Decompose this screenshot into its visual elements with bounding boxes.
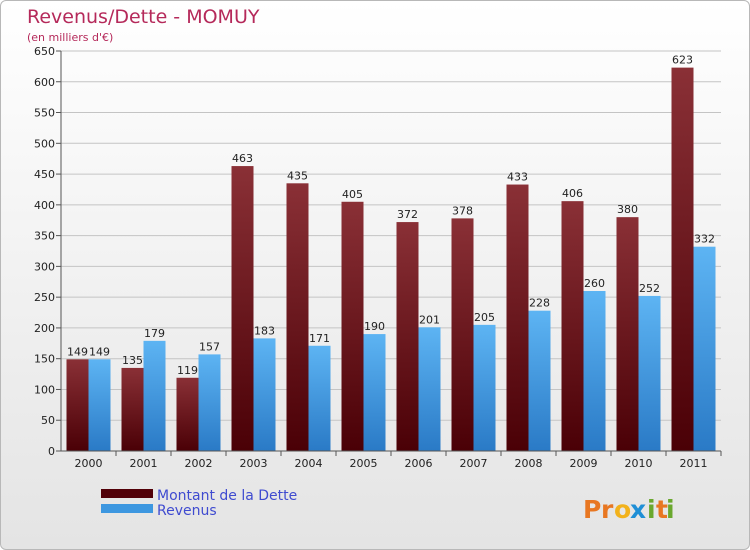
data-label-revenus-2009: 260 — [584, 277, 605, 290]
legend: Montant de la Dette Revenus — [101, 488, 297, 519]
data-label-revenus-2006: 201 — [419, 313, 440, 326]
y-tick-label: 450 — [34, 168, 55, 181]
bar-revenus-2006 — [418, 327, 441, 451]
y-tick-label: 50 — [41, 414, 55, 427]
x-tick-label: 2009 — [570, 457, 598, 470]
bar-dette-2006 — [396, 222, 419, 451]
logo-letter: P — [583, 495, 601, 524]
data-label-dette-2009: 406 — [562, 187, 583, 200]
logo-letter: t — [656, 495, 668, 524]
bar-dette-2002 — [176, 377, 199, 451]
data-label-dette-2000: 149 — [67, 345, 88, 358]
bar-revenus-2007 — [473, 324, 496, 451]
data-label-dette-2002: 119 — [177, 364, 198, 377]
bar-revenus-2001 — [143, 340, 166, 451]
y-tick-label: 500 — [34, 137, 55, 150]
data-label-revenus-2005: 190 — [364, 320, 385, 333]
x-tick-label: 2005 — [350, 457, 378, 470]
bar-dette-2007 — [451, 218, 474, 451]
y-tick-label: 650 — [34, 45, 55, 58]
x-axis: 2000 2001 2002 2003 2004 2005 2006 2007 2008 2009… — [61, 450, 722, 470]
y-tick-label: 550 — [34, 107, 55, 120]
data-label-dette-2008: 433 — [507, 171, 528, 184]
y-tick-label: 200 — [34, 322, 55, 335]
data-label-revenus-2011: 332 — [694, 233, 715, 246]
bar-revenus-2008 — [528, 310, 551, 451]
logo-letter: i — [647, 495, 656, 524]
bar-revenus-2003 — [253, 338, 276, 451]
logo-letter: x — [630, 495, 646, 524]
data-label-revenus-2003: 183 — [254, 324, 275, 337]
bar-dette-2009 — [561, 201, 584, 451]
data-label-dette-2004: 435 — [287, 169, 308, 182]
bar-dette-2000 — [66, 359, 89, 451]
logo-letter: o — [614, 495, 631, 524]
y-axis: 0 50 100 150 200 250 300 350 400 450 500 550 600 650 — [34, 45, 62, 458]
bar-revenus-2004 — [308, 345, 331, 451]
data-label-revenus-2000: 149 — [89, 345, 110, 358]
bar-dette-2005 — [341, 201, 364, 451]
bar-dette-2003 — [231, 166, 254, 452]
bar-dette-2011 — [671, 67, 694, 451]
bar-dette-2010 — [616, 217, 639, 451]
data-label-revenus-2008: 228 — [529, 297, 550, 310]
bar-revenus-2005 — [363, 334, 386, 451]
x-tick-label: 2003 — [240, 457, 268, 470]
data-label-revenus-2004: 171 — [309, 332, 330, 345]
bar-revenus-2009 — [583, 291, 606, 451]
bar-revenus-2011 — [693, 246, 716, 451]
data-label-revenus-2002: 157 — [199, 340, 220, 353]
y-tick-label: 400 — [34, 199, 55, 212]
x-tick-label: 2000 — [75, 457, 103, 470]
bar-revenus-2000 — [88, 359, 111, 451]
data-label-dette-2007: 378 — [452, 204, 473, 217]
data-label-revenus-2007: 205 — [474, 311, 495, 324]
x-tick-label: 2008 — [515, 457, 543, 470]
bar-revenus-2010 — [638, 295, 661, 451]
logo-letter: r — [601, 495, 614, 524]
gridlines — [61, 50, 721, 452]
data-label-dette-2005: 405 — [342, 188, 363, 201]
data-label-dette-2003: 463 — [232, 152, 253, 165]
chart-subtitle: (en milliers d'€) — [27, 31, 113, 44]
legend-swatch-debt — [101, 489, 153, 498]
y-tick-label: 600 — [34, 76, 55, 89]
data-label-dette-2011: 623 — [672, 54, 693, 67]
bar-revenus-2002 — [198, 354, 221, 451]
y-tick-label: 100 — [34, 383, 55, 396]
y-tick-label: 150 — [34, 353, 55, 366]
chart-title: Revenus/Dette - MOMUY — [27, 6, 260, 28]
x-tick-label: 2004 — [295, 457, 323, 470]
y-tick-label: 300 — [34, 260, 55, 273]
data-label-dette-2001: 135 — [122, 354, 143, 367]
x-tick-label: 2007 — [460, 457, 488, 470]
y-tick-label: 0 — [48, 445, 55, 458]
x-tick-label: 2010 — [625, 457, 653, 470]
bar-dette-2001 — [121, 367, 144, 451]
x-tick-label: 2002 — [185, 457, 213, 470]
bar-dette-2008 — [506, 184, 529, 452]
y-tick-label: 250 — [34, 291, 55, 304]
legend-label-revenus: Revenus — [157, 503, 217, 519]
data-label-dette-2006: 372 — [397, 208, 418, 221]
x-tick-label: 2011 — [680, 457, 708, 470]
x-tick-label: 2006 — [405, 457, 433, 470]
x-tick-label: 2001 — [130, 457, 158, 470]
data-label-revenus-2001: 179 — [144, 327, 165, 340]
bar-dette-2004 — [286, 183, 309, 452]
y-tick-label: 350 — [34, 230, 55, 243]
logo-letter: i — [666, 495, 675, 524]
legend-swatch-revenus — [101, 504, 153, 513]
data-label-dette-2010: 380 — [617, 203, 638, 216]
legend-label-debt: Montant de la Dette — [157, 488, 297, 504]
data-label-revenus-2010: 252 — [639, 282, 660, 295]
